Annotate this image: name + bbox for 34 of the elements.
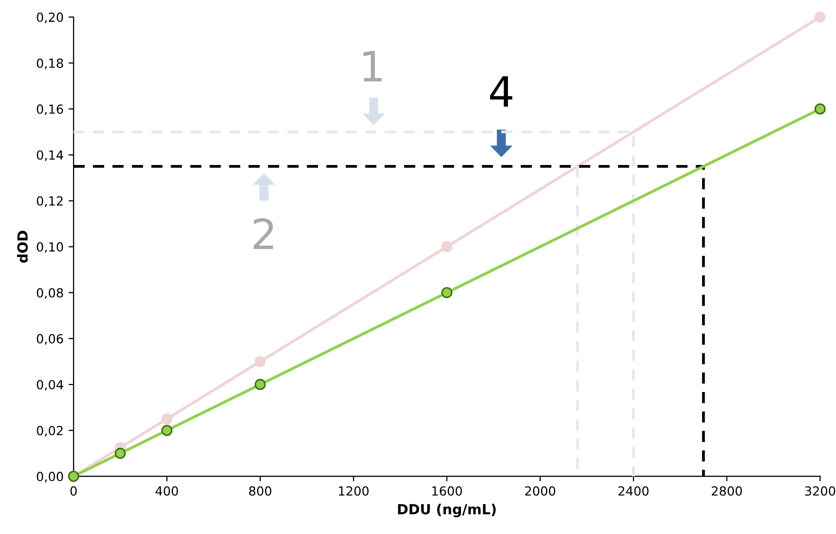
- annotation: 4: [490, 76, 512, 107]
- x-tick-label: 800: [249, 486, 272, 496]
- y-axis-title: dOD: [17, 230, 28, 263]
- y-tick-label: 0,04: [36, 380, 64, 391]
- y-tick-label: 0,08: [36, 288, 63, 299]
- y-tick-label: 0,02: [36, 426, 63, 437]
- x-tick-label: 3200: [805, 486, 836, 496]
- y-tick-label: 0,10: [36, 242, 64, 253]
- y-tick-label: 0,12: [36, 196, 63, 207]
- point: [814, 12, 826, 23]
- x-tick-label: 2000: [525, 486, 556, 496]
- x-tick-label: 1200: [338, 486, 369, 496]
- x-tick-label: 1600: [432, 486, 462, 496]
- y-tick-label: 0,18: [36, 58, 63, 70]
- y-tick-label: 0,06: [36, 334, 64, 345]
- point: [254, 356, 266, 368]
- x-tick-label: 2400: [618, 486, 649, 496]
- point: [441, 241, 452, 252]
- x-tick-label: 0: [70, 486, 77, 496]
- point: [161, 413, 172, 424]
- point: [161, 424, 172, 436]
- annotation: 1: [364, 51, 382, 82]
- point: [254, 378, 266, 390]
- point: [114, 448, 126, 459]
- x-tick-label: 2800: [712, 486, 742, 496]
- y-tick-label: 0,20: [36, 12, 64, 24]
- x-axis-title: DDU (ng/mL): [398, 504, 496, 518]
- y-tick-label: 0,00: [36, 472, 64, 483]
- point: [814, 103, 826, 114]
- point: [441, 287, 452, 298]
- y-tick-label: 0,14: [36, 150, 64, 162]
- annotation: 2: [254, 218, 274, 250]
- y-tick-label: 0,16: [36, 104, 64, 116]
- x-tick-label: 400: [156, 486, 178, 496]
